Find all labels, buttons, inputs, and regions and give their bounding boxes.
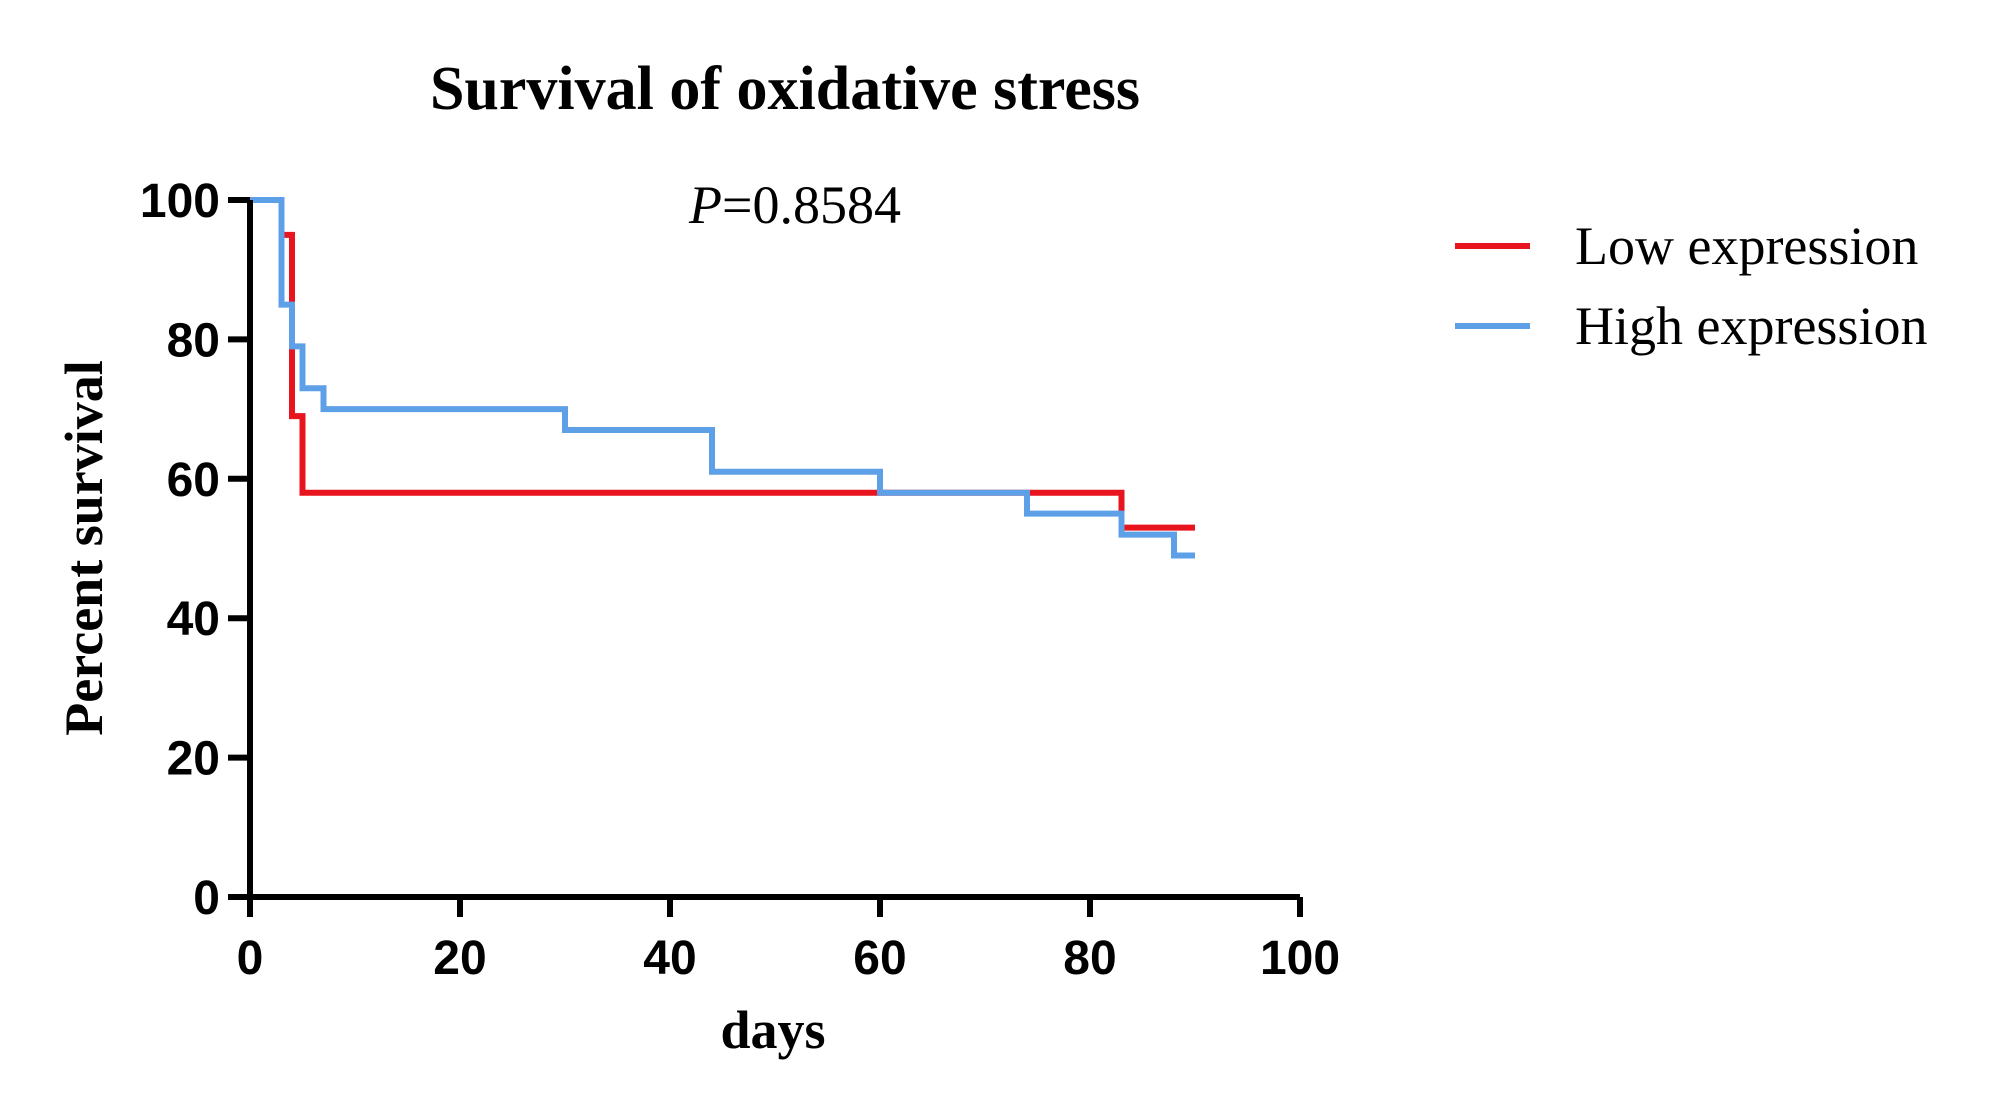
y-tick-label: 80 (167, 314, 220, 367)
p-value-annotation: P=0.8584 (688, 175, 901, 235)
series-line-high-expression (250, 197, 1195, 559)
x-tick-label: 20 (433, 932, 486, 985)
series-layer (250, 197, 1195, 559)
y-ticks: 0 20 40 60 80 100 (140, 175, 250, 925)
x-axis-label: days (720, 1000, 825, 1060)
x-ticks: 0 20 40 60 80 100 (237, 897, 1340, 985)
p-value-text: =0.8584 (722, 175, 901, 235)
x-tick-label: 40 (643, 932, 696, 985)
x-tick-label: 60 (853, 932, 906, 985)
y-tick-label: 0 (193, 872, 220, 925)
y-tick-label: 60 (167, 454, 220, 507)
x-tick-label: 80 (1063, 932, 1116, 985)
y-tick-label: 40 (167, 593, 220, 646)
series-line-low-expression (250, 197, 1195, 531)
y-tick-label: 20 (167, 733, 220, 786)
p-value-symbol: P (688, 175, 722, 235)
x-tick-label: 100 (1260, 932, 1340, 985)
y-axis-label: Percent survival (54, 360, 114, 735)
y-tick-label: 100 (140, 175, 220, 228)
chart-title: Survival of oxidative stress (430, 55, 1140, 123)
legend: Low expression High expression (1455, 216, 1927, 356)
legend-label: Low expression (1575, 216, 1918, 276)
x-tick-label: 0 (237, 932, 264, 985)
legend-label: High expression (1575, 296, 1927, 356)
